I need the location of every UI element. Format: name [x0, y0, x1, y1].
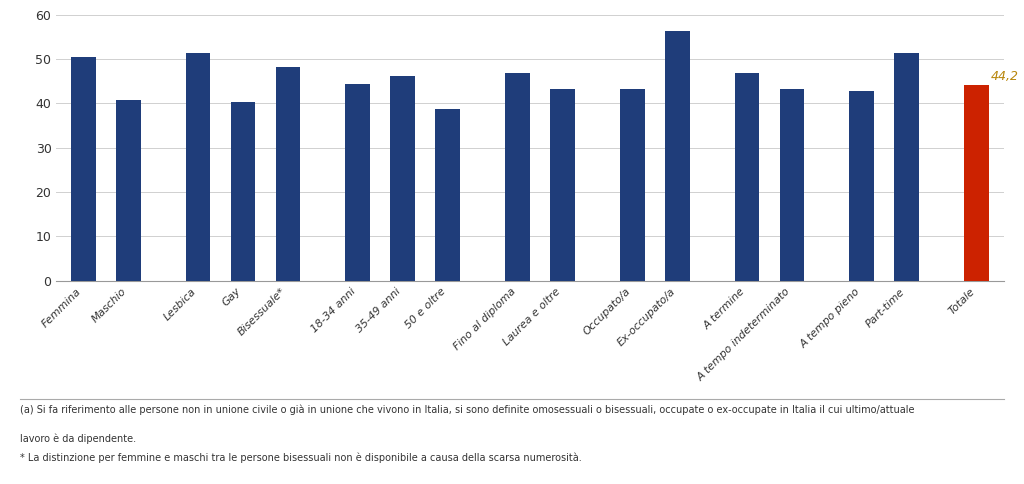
Bar	[779, 89, 805, 281]
Bar	[390, 76, 415, 281]
Bar	[71, 57, 95, 281]
Bar	[734, 73, 760, 281]
Text: * La distinzione per femmine e maschi tra le persone bisessuali non è disponibil: * La distinzione per femmine e maschi tr…	[20, 453, 583, 463]
Bar	[275, 67, 300, 281]
Bar	[505, 73, 529, 281]
Bar	[894, 53, 920, 281]
Bar	[849, 91, 874, 281]
Bar	[185, 53, 211, 281]
Bar	[620, 89, 645, 281]
Text: (a) Si fa riferimento alle persone non in unione civile o già in unione che vivo: (a) Si fa riferimento alle persone non i…	[20, 404, 915, 415]
Bar	[345, 84, 371, 281]
Text: 44,2: 44,2	[991, 70, 1019, 83]
Bar	[965, 85, 989, 281]
Text: lavoro è da dipendente.: lavoro è da dipendente.	[20, 433, 136, 444]
Bar	[550, 89, 574, 281]
Bar	[665, 31, 689, 281]
Bar	[435, 109, 460, 281]
Bar	[116, 100, 140, 281]
Bar	[230, 102, 255, 281]
